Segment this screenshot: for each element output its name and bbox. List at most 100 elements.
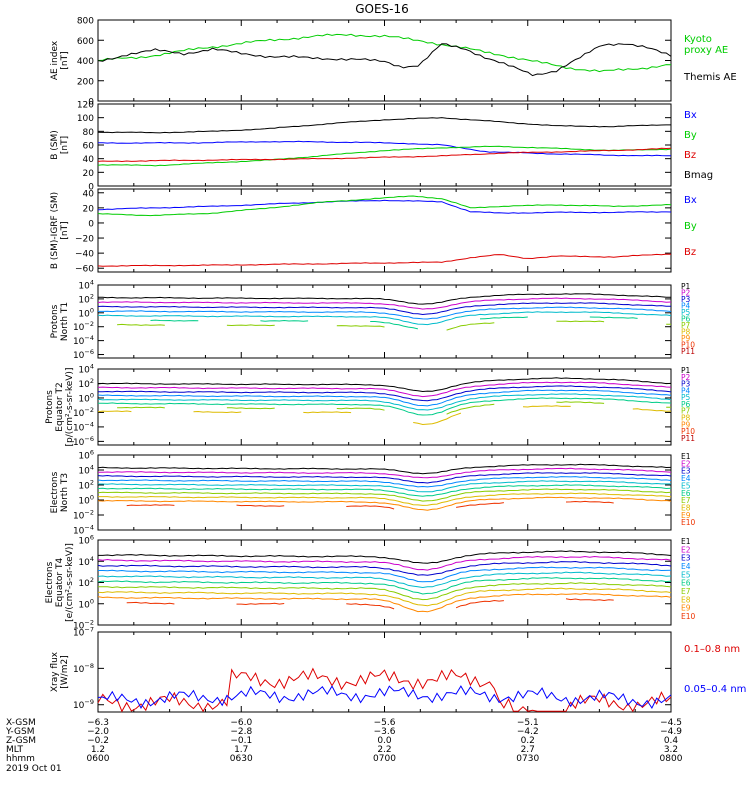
x-tick-value: 2.7 [521,745,535,755]
plot-title: GOES-16 [355,2,409,16]
y-tick-label: 20 [83,204,95,214]
y-tick-label: 102 [78,479,94,492]
x-row-label: X-GSM [6,718,36,728]
legend-p4: P4 [681,302,691,311]
legend-e5: E5 [681,570,691,579]
legend-p11: P11 [681,347,695,356]
flux-line-p3 [97,302,672,316]
y-tick-label: 200 [77,77,94,87]
y-tick-label: 80 [83,128,95,138]
legend-e9: E9 [681,604,691,613]
legend-themis-ae: Themis AE [683,72,737,83]
x-tick-value: −6.3 [87,718,109,728]
flux-line-e2 [97,467,672,479]
y-tick-label: 102 [78,377,94,390]
legend-p11: P11 [681,434,695,443]
legend-p10: P10 [681,427,695,436]
legend-e1: E1 [681,452,691,461]
flux-line-e10 [126,500,614,510]
legend-p3: P3 [681,380,691,389]
flux-line-e4 [97,476,672,488]
y-tick-label: 102 [78,292,94,305]
legend-bz: Bz [684,150,696,161]
flux-line-e4 [98,566,672,583]
series-bx [97,199,672,214]
y-tick-label: 100 [78,391,94,404]
y-tick-label: 100 [77,114,94,124]
legend-e6: E6 [681,579,691,588]
y-axis-label: Electrons [50,471,60,513]
y-axis-label: [e/(cm²-s-sr-keV)] [65,543,75,622]
flux-line-e5 [97,571,672,589]
x-tick-value: −0.1 [230,736,252,746]
y-tick-label: 104 [78,555,94,568]
y-tick-label: 10−8 [73,662,94,675]
flux-line-e8 [97,587,672,607]
legend-e8: E8 [681,595,691,604]
y-tick-label: 100 [78,494,94,507]
legend-p10: P10 [681,341,695,350]
flux-line-p4 [97,389,672,407]
y-axis-label: Equator T2 [55,382,65,431]
flux-line-p3 [98,385,672,402]
legend-p6: P6 [681,400,691,409]
legend-e2: E2 [681,459,691,468]
legend-p1: P1 [681,366,691,375]
x-tick-value: 0630 [230,754,253,764]
flux-line-p2 [97,297,672,310]
flux-line-p5 [97,311,672,326]
y-axis-label: AE index [50,40,60,80]
x-tick-value: 0.4 [664,736,679,746]
x-tick-value: −5.6 [374,718,396,728]
y-tick-label: 10−4 [73,420,94,433]
legend-p9: P9 [681,420,691,429]
y-tick-label: 20 [83,169,95,179]
legend-kyoto-proxy-ae: proxy AE [684,45,728,56]
legend-xray-1: 0.05–0.4 nm [684,684,746,695]
y-tick-label: 60 [83,142,95,152]
y-axis-label: B (SM) [50,130,60,160]
y-tick-label: 104 [78,464,94,477]
x-tick-value: −4.5 [660,718,682,728]
flux-line-e2 [97,555,672,571]
flux-line-e9 [97,496,672,511]
series-bx [98,140,672,157]
series-bz [97,147,672,163]
y-tick-label: 10−2 [73,509,94,522]
x-tick-value: −4.9 [660,727,682,737]
legend-p1: P1 [681,282,691,291]
panel-bigrf: −60 −40 −20 0 20 40 B (SM)-IGRF (SM) [nT] Bx By Bz [50,188,697,275]
legend-kyoto-proxy-ae: Kyoto [684,34,712,45]
flux-line-e3 [97,472,672,484]
y-tick-label: 40 [83,189,95,199]
y-tick-label: 10−9 [73,698,94,711]
x-tick-value: 0800 [660,754,683,764]
x-tick-value: −5.1 [517,718,539,728]
panel-frame [97,539,672,626]
legend-e3: E3 [681,467,691,476]
legend-e10: E10 [681,612,696,621]
y-axis-label: North T1 [60,302,70,341]
series-bz [97,253,672,267]
x-tick-value: −2.8 [230,727,252,737]
x-tick-value: 2.2 [377,745,391,755]
y-tick-label: 10−4 [73,334,94,347]
y-tick-label: 102 [78,576,94,589]
legend-e6: E6 [681,489,691,498]
flux-line-e5 [98,480,671,493]
panel-frame [97,188,672,273]
legend-e5: E5 [681,481,691,490]
panel-eT4: 10−2 100 102 104 106 Electrons Equator T4 [e/(c… [45,534,696,632]
x-tick-value: 0600 [87,754,110,764]
series-kyoto-proxy-ae [97,33,672,73]
y-tick-label: 120 [77,101,94,111]
panel-frame [97,368,672,446]
y-axis-label: [nT] [60,136,70,154]
flux-line-p1 [98,293,671,305]
legend-xray-0: 0.1–0.8 nm [684,644,740,655]
legend-p6: P6 [681,315,691,324]
legend-p7: P7 [681,321,691,330]
flux-line-e3 [97,560,672,576]
